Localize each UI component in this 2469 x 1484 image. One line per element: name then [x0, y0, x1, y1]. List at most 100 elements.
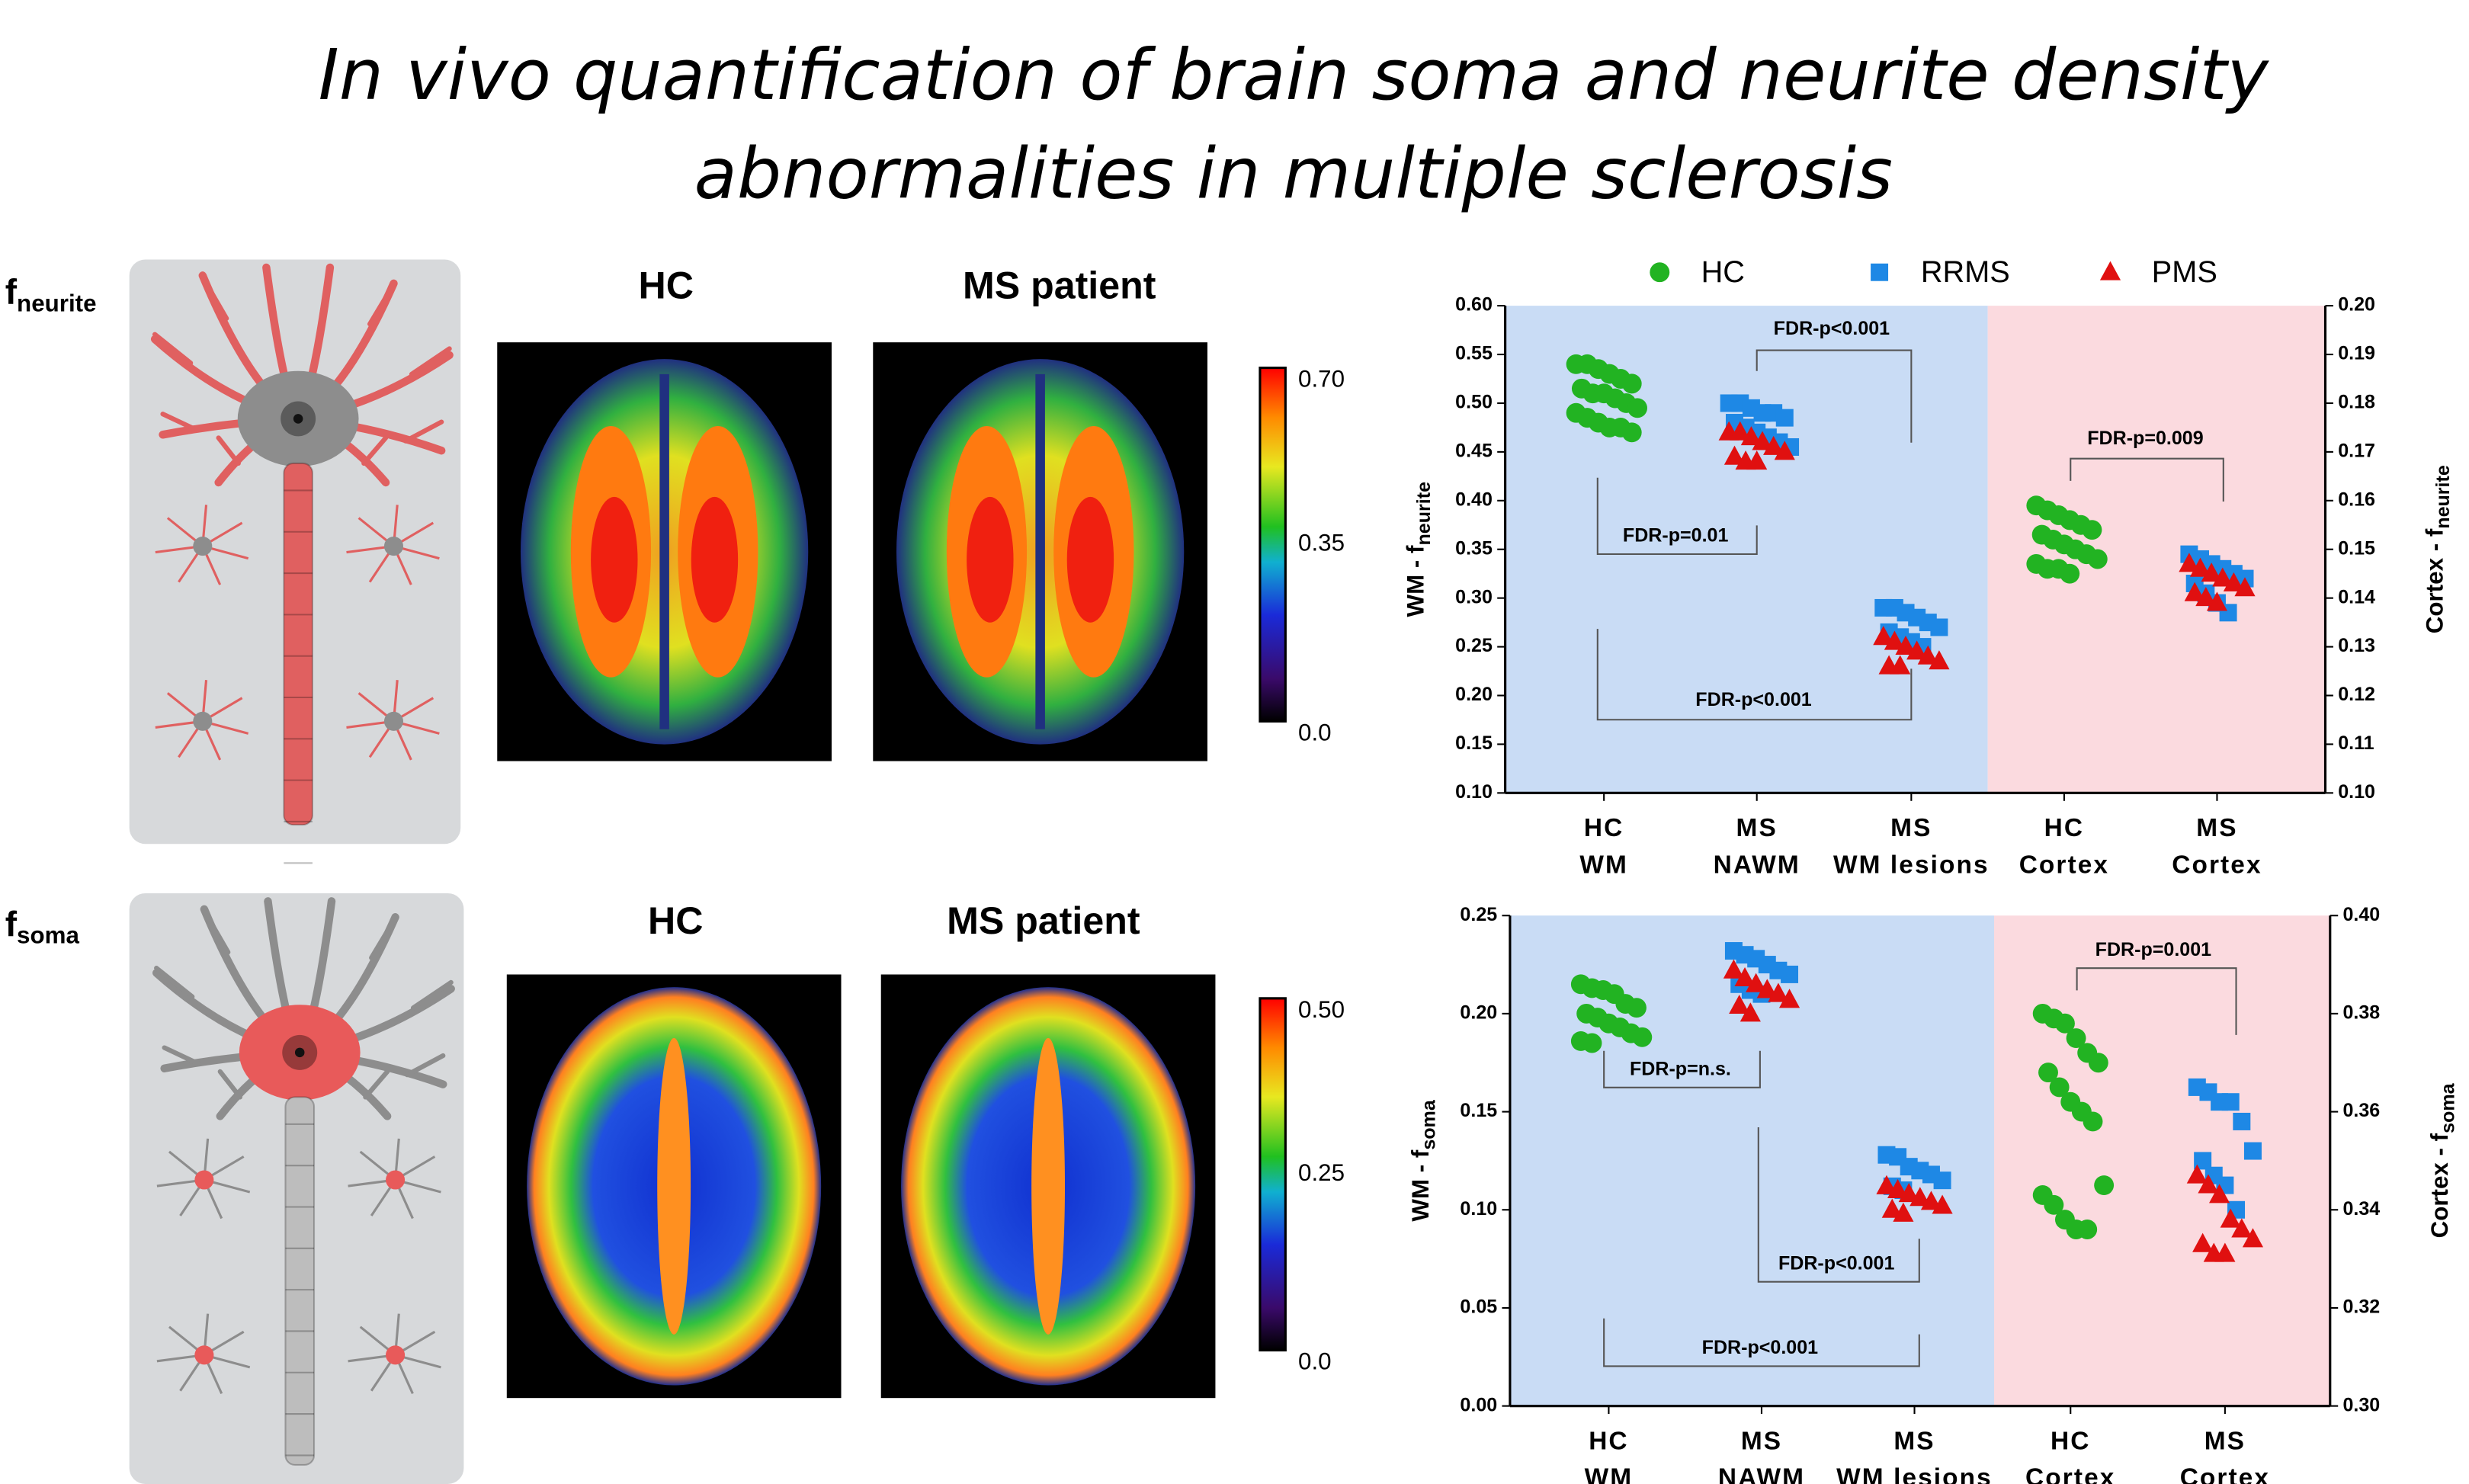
- colorbar-tick-label: 0.0: [1298, 1348, 1332, 1375]
- cortex-background: [1987, 306, 2326, 793]
- data-point: [2049, 1077, 2070, 1098]
- data-point: [1895, 635, 1916, 655]
- x-tick-label: MS: [1893, 1428, 1935, 1456]
- x-tick-label: Cortex: [2025, 1464, 2115, 1484]
- data-point: [2233, 1112, 2251, 1130]
- data-point: [1930, 618, 1948, 636]
- data-point: [1887, 1178, 1909, 1198]
- y-tick-label: 0.05: [1460, 1296, 1497, 1318]
- glia-soma: [386, 1345, 406, 1365]
- y-tick-label: 0.50: [1455, 392, 1493, 413]
- y2-tick-label: 0.13: [2338, 635, 2375, 656]
- data-point: [1734, 966, 1756, 987]
- significance-bracket: [1603, 1318, 1920, 1367]
- data-point: [2201, 563, 2222, 582]
- x-tick-label: MS: [2196, 814, 2237, 842]
- significance-label: FDR-p=0.009: [2087, 428, 2203, 449]
- data-point: [1917, 645, 1938, 665]
- data-point: [2243, 1142, 2262, 1160]
- dendrite-branch: [154, 966, 195, 999]
- data-point: [1884, 630, 1905, 650]
- row-label: fneurite: [5, 272, 97, 317]
- data-point: [2099, 261, 2121, 280]
- data-point: [2206, 591, 2228, 611]
- y2-tick-label: 0.16: [2338, 489, 2375, 510]
- dendrite-branch: [162, 1045, 201, 1066]
- data-point: [1723, 959, 1744, 979]
- y-axis-label-sub: neurite: [1413, 482, 1435, 546]
- brain-map: [506, 974, 842, 1399]
- colorbar-tick-label: 0.70: [1298, 366, 1345, 393]
- y-tick-label: 0.15: [1455, 732, 1493, 754]
- legend-label: RRMS: [1921, 255, 2010, 289]
- data-point: [1768, 982, 1789, 1002]
- data-point: [1781, 965, 1799, 983]
- data-point: [1740, 426, 1762, 446]
- data-point: [2242, 1228, 2264, 1248]
- data-point: [1627, 998, 1647, 1018]
- x-tick-label: WM: [1579, 851, 1628, 879]
- x-tick-label: Cortex: [2180, 1464, 2270, 1484]
- neuron-illustration: [129, 259, 461, 864]
- row-label-sub: soma: [17, 922, 79, 949]
- y2-tick-label: 0.15: [2338, 537, 2375, 559]
- glia-soma: [386, 1170, 406, 1190]
- y-axis-label-main: WM - f: [1403, 545, 1429, 617]
- data-point: [2184, 582, 2205, 601]
- wm-core: [967, 496, 1014, 623]
- nucleolus: [293, 414, 303, 424]
- y-tick-label: 0.25: [1455, 635, 1493, 656]
- y2-tick-label: 0.20: [2338, 294, 2375, 316]
- y-tick-label: 0.20: [1455, 684, 1493, 705]
- data-point: [2220, 1208, 2241, 1228]
- y2-tick-label: 0.30: [2342, 1394, 2380, 1415]
- data-point: [1582, 1033, 1602, 1053]
- significance-bracket: [2076, 967, 2237, 1035]
- data-point: [2195, 587, 2217, 607]
- x-tick-label: MS: [2204, 1428, 2246, 1456]
- data-point: [2198, 1174, 2219, 1194]
- glia-soma: [194, 1170, 214, 1190]
- x-tick-label: MS: [1736, 814, 1778, 842]
- y-tick-label: 0.45: [1455, 440, 1493, 461]
- dendrite-branch: [405, 1053, 446, 1078]
- y2-tick-label: 0.34: [2342, 1198, 2380, 1220]
- dendrite-branch: [200, 274, 229, 321]
- data-point: [1763, 435, 1784, 455]
- data-point: [2044, 1194, 2064, 1215]
- y2-tick-label: 0.11: [2338, 732, 2374, 754]
- data-point: [2082, 520, 2102, 540]
- data-point: [1906, 640, 1928, 660]
- significance-label: FDR-p<0.001: [1702, 1337, 1818, 1358]
- dendrite-branch: [152, 332, 194, 366]
- dendrite-branch: [264, 267, 277, 316]
- gm-mid: [657, 1037, 691, 1335]
- significance-bracket: [2070, 457, 2224, 502]
- data-point: [2189, 557, 2211, 577]
- nucleolus: [294, 1047, 305, 1058]
- data-point: [1752, 431, 1773, 450]
- y-tick-label: 0.35: [1455, 537, 1493, 559]
- colorbar-tick-label: 0.35: [1298, 530, 1345, 556]
- colorbar: [1259, 367, 1287, 723]
- x-tick-label: NAWM: [1714, 851, 1800, 879]
- data-point: [2231, 1218, 2253, 1238]
- data-point: [2214, 1242, 2236, 1262]
- data-point: [1746, 450, 1768, 470]
- dendrite-branch: [369, 915, 398, 960]
- dendrite-branch: [409, 346, 452, 377]
- x-tick-label: Cortex: [2019, 851, 2109, 879]
- axon: [284, 1096, 316, 1466]
- y2-axis-label-main: Cortex - f: [2422, 528, 2448, 633]
- y2-axis-label-main: Cortex - f: [2426, 1133, 2453, 1238]
- data-point: [1621, 422, 1642, 443]
- glia-soma: [383, 711, 404, 731]
- colorbar-tick-label: 0.25: [1298, 1159, 1345, 1186]
- neuron-illustration: [129, 893, 464, 1484]
- data-point: [2209, 1184, 2230, 1204]
- significance-bracket: [1757, 1127, 1920, 1283]
- dendrite-branch: [265, 901, 279, 950]
- x-tick-label: WM lesions: [1836, 1464, 1993, 1484]
- y2-axis-label: Cortex - fsoma: [2426, 1082, 2458, 1238]
